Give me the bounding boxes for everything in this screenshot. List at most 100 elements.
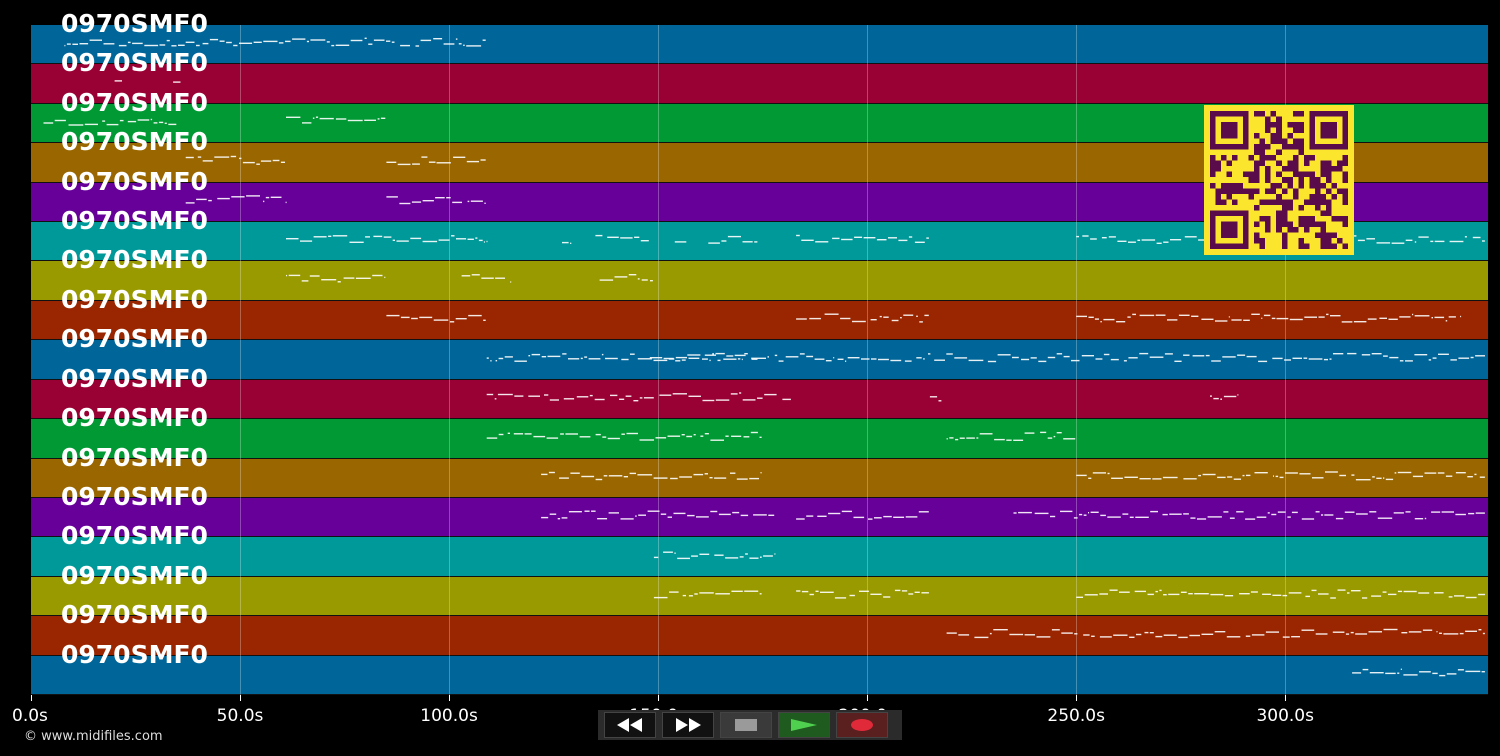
- axis-tick-label: 250.0s: [1047, 706, 1105, 726]
- midi-note: [483, 241, 485, 243]
- midi-note: [1245, 635, 1251, 637]
- midi-note: [1361, 354, 1371, 356]
- midi-note: [801, 590, 809, 593]
- track-row: [31, 64, 1488, 104]
- midi-note: [879, 315, 882, 318]
- midi-note: [1324, 514, 1334, 516]
- midi-note: [630, 353, 635, 355]
- midi-note: [655, 437, 667, 439]
- midi-note: [1329, 358, 1332, 360]
- midi-note: [1408, 631, 1422, 633]
- midi-note: [714, 554, 724, 556]
- midi-note: [1351, 590, 1361, 592]
- midi-note: [736, 478, 748, 480]
- midi-note: [1191, 315, 1199, 317]
- midi-note: [1301, 629, 1315, 631]
- midi-note: [1210, 593, 1224, 596]
- midi-note: [504, 356, 513, 358]
- track-row: [31, 300, 1488, 341]
- midi-note: [455, 38, 458, 40]
- midi-note: [1149, 632, 1154, 634]
- midi-note: [859, 590, 869, 592]
- axis-tick-mark: [1076, 695, 1078, 701]
- midi-note: [319, 117, 334, 120]
- midi-note: [1347, 592, 1350, 594]
- midi-note: [1368, 631, 1382, 633]
- midi-note: [1403, 674, 1418, 676]
- midi-note: [623, 476, 628, 478]
- midi-note: [1401, 632, 1408, 634]
- midi-note: [712, 353, 714, 355]
- midi-note: [796, 518, 805, 520]
- midi-note: [1455, 513, 1466, 516]
- midi-note: [904, 360, 912, 362]
- play-button[interactable]: [778, 712, 830, 738]
- midi-note: [908, 236, 913, 238]
- rewind-button[interactable]: [604, 712, 656, 738]
- midi-note: [824, 313, 839, 315]
- midi-note: [185, 41, 195, 43]
- track-label: 0970SMF0: [61, 442, 208, 472]
- midi-note: [1267, 512, 1270, 514]
- midi-note: [1437, 472, 1445, 474]
- midi-note: [483, 319, 486, 321]
- midi-note: [674, 552, 676, 554]
- midi-note: [994, 438, 1005, 441]
- midi-note: [1205, 354, 1210, 357]
- midi-note: [1239, 593, 1250, 595]
- track-row: [31, 458, 1488, 498]
- midi-note: [106, 123, 119, 126]
- midi-note: [1434, 592, 1444, 594]
- midi-note: [328, 235, 332, 237]
- midi-note: [373, 235, 383, 238]
- midi-note: [456, 238, 467, 240]
- midi-note: [1357, 239, 1365, 242]
- midi-note: [621, 358, 629, 361]
- midi-note: [1198, 474, 1201, 477]
- midi-note: [1229, 517, 1235, 519]
- record-button[interactable]: [836, 712, 888, 738]
- midi-note: [466, 160, 479, 163]
- midi-note: [782, 398, 791, 401]
- midi-note: [621, 433, 625, 435]
- midi-note: [576, 396, 589, 398]
- track-label: 0970SMF0: [61, 48, 208, 78]
- midi-note: [863, 237, 876, 239]
- midi-note: [610, 394, 618, 397]
- midi-note: [1079, 513, 1083, 516]
- midi-note: [173, 81, 181, 83]
- midi-note: [1282, 594, 1288, 597]
- midi-note: [958, 634, 970, 636]
- midi-note: [347, 119, 363, 122]
- midi-note: [796, 318, 807, 320]
- midi-note: [84, 123, 98, 126]
- midi-note: [1128, 357, 1138, 359]
- midi-note: [709, 359, 711, 362]
- track-row: [31, 537, 1488, 577]
- stop-button[interactable]: [720, 712, 772, 738]
- midi-note: [292, 38, 306, 40]
- midi-note: [1356, 513, 1368, 515]
- midi-note: [918, 511, 929, 513]
- midi-note: [588, 358, 601, 360]
- midi-note: [1369, 511, 1377, 513]
- midi-note: [1152, 478, 1162, 480]
- midi-note: [217, 197, 230, 200]
- midi-note: [1372, 476, 1375, 478]
- midi-note: [694, 593, 698, 595]
- midi-note: [871, 358, 877, 360]
- midi-note: [196, 198, 207, 201]
- midi-note: [954, 357, 968, 359]
- midi-note: [1335, 517, 1344, 520]
- midi-note: [548, 471, 555, 474]
- midi-note: [840, 317, 851, 320]
- midi-note: [687, 514, 695, 517]
- midi-note: [814, 358, 825, 360]
- midi-note: [1482, 240, 1485, 242]
- fast-forward-button[interactable]: [662, 712, 714, 738]
- midi-note: [1091, 635, 1095, 637]
- midi-note: [1119, 591, 1130, 593]
- midi-note: [1388, 593, 1397, 596]
- midi-note: [876, 239, 887, 241]
